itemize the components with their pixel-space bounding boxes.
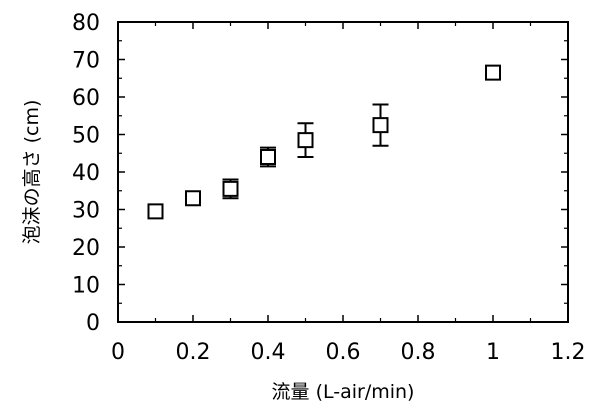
y-tick-label: 20 (72, 236, 100, 261)
y-tick-label: 40 (72, 161, 100, 186)
data-point (297, 122, 314, 158)
axis-ticks (117, 21, 569, 323)
y-axis-label: 泡沫の高さ (cm) (21, 100, 43, 245)
data-point (260, 146, 276, 168)
x-axis-label: 流量 (L-air/min) (272, 381, 415, 403)
square-marker (147, 203, 164, 220)
x-tick-label: 0.8 (401, 340, 436, 365)
data-point (485, 64, 501, 81)
x-tick-label: 1 (486, 340, 500, 365)
data-point (185, 190, 201, 207)
data-point (372, 103, 389, 147)
square-marker (297, 132, 314, 149)
x-tick-label: 0.2 (176, 340, 211, 365)
y-tick-label: 60 (72, 86, 100, 111)
y-tick-label: 80 (72, 11, 100, 36)
y-tick-label: 0 (86, 311, 100, 336)
x-tick-label: 0.4 (251, 340, 286, 365)
square-marker (372, 117, 389, 134)
y-tick-label: 10 (72, 274, 100, 299)
data-point (147, 203, 164, 220)
y-tick-labels: 0 10 20 30 40 50 60 70 80 (72, 11, 100, 336)
data-points (147, 64, 501, 220)
x-tick-label: 1.2 (551, 340, 586, 365)
x-tick-labels: 0 0.2 0.4 0.6 0.8 1 1.2 (111, 340, 586, 365)
x-tick-label: 0.6 (326, 340, 361, 365)
y-tick-label: 30 (72, 199, 100, 224)
square-marker (185, 190, 201, 207)
data-point (222, 178, 239, 200)
x-tick-label: 0 (111, 340, 125, 365)
y-tick-label: 50 (72, 124, 100, 149)
square-marker (485, 64, 501, 81)
square-marker (260, 149, 276, 165)
square-marker (222, 180, 239, 197)
y-tick-label: 70 (72, 49, 100, 74)
